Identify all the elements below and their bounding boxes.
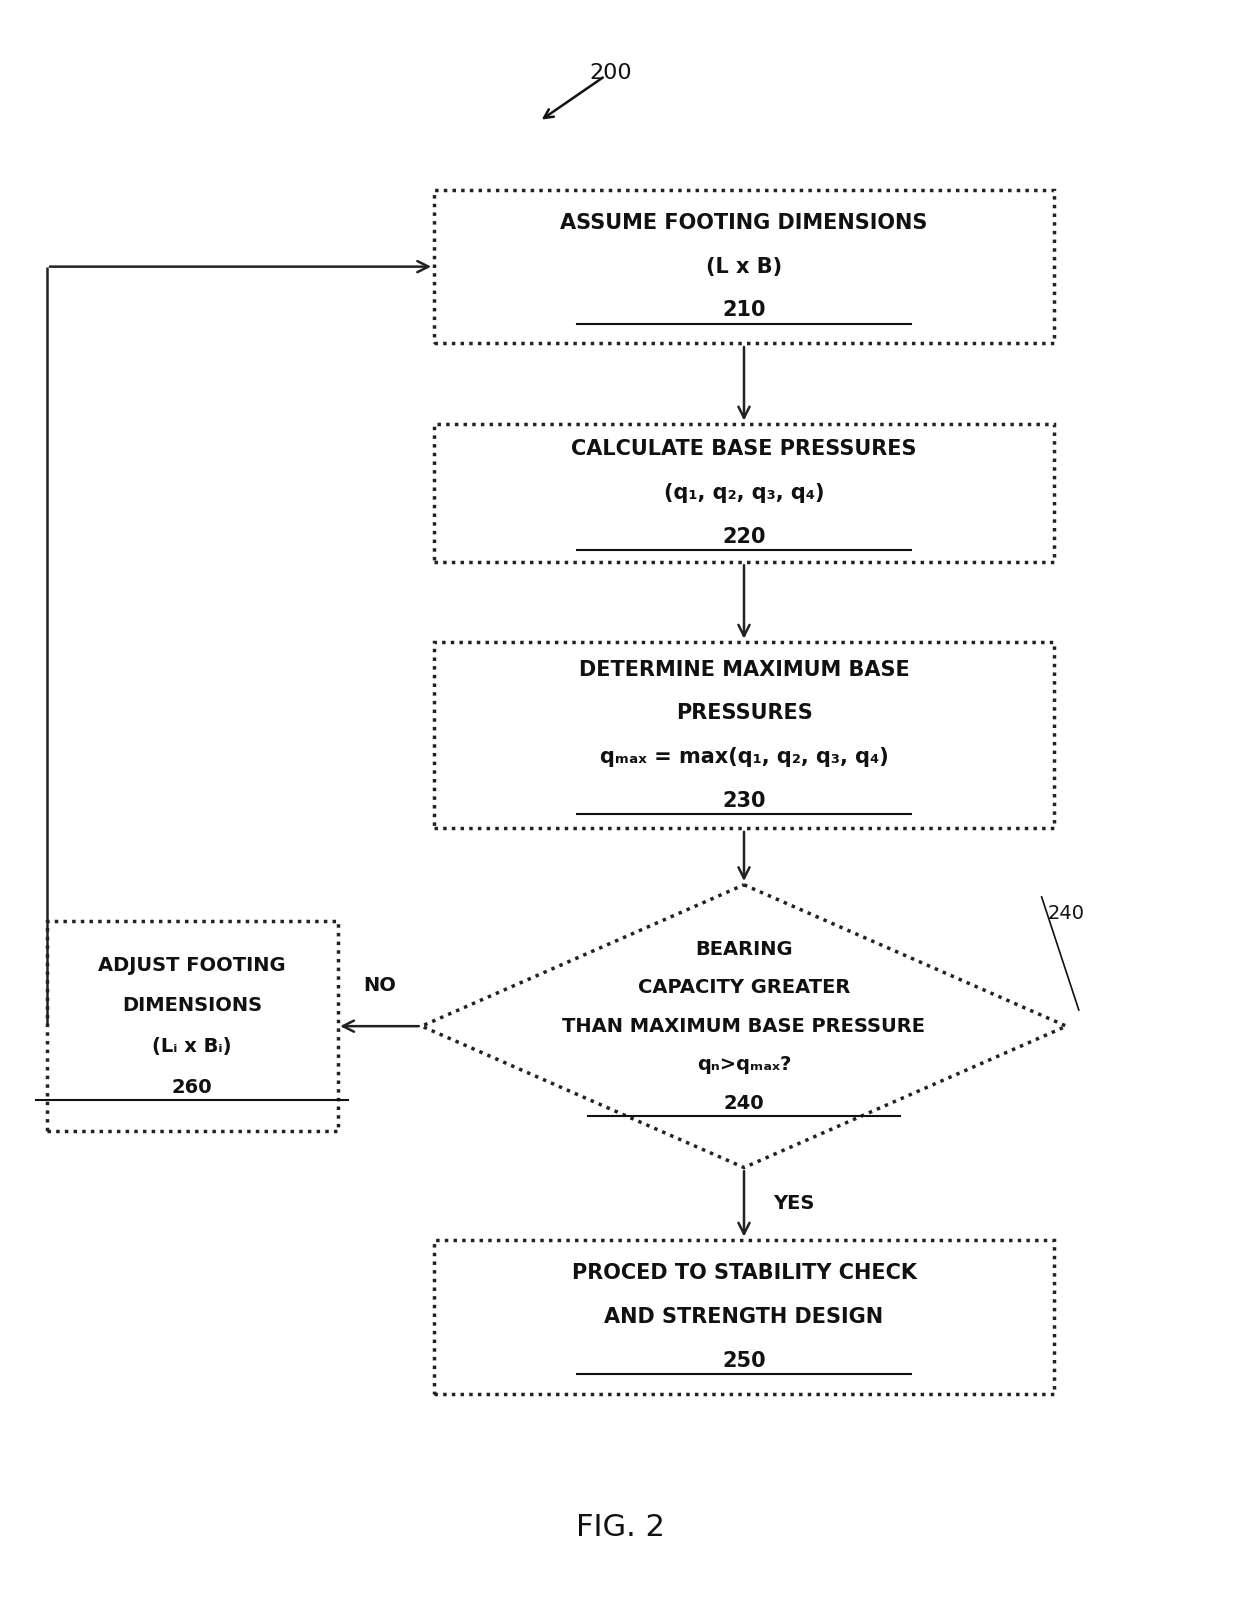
Text: YES: YES xyxy=(773,1194,815,1214)
Text: ASSUME FOOTING DIMENSIONS: ASSUME FOOTING DIMENSIONS xyxy=(560,213,928,233)
Text: 240: 240 xyxy=(1048,903,1085,923)
Text: CAPACITY GREATER: CAPACITY GREATER xyxy=(637,978,851,997)
Text: PROCED TO STABILITY CHECK: PROCED TO STABILITY CHECK xyxy=(572,1264,916,1283)
Text: AND STRENGTH DESIGN: AND STRENGTH DESIGN xyxy=(604,1307,884,1327)
Text: 250: 250 xyxy=(722,1351,766,1370)
Bar xyxy=(434,1241,1054,1393)
Text: 210: 210 xyxy=(722,301,766,320)
Text: 240: 240 xyxy=(724,1094,764,1112)
Text: 220: 220 xyxy=(722,527,766,546)
Text: PRESSURES: PRESSURES xyxy=(676,703,812,724)
Text: DIMENSIONS: DIMENSIONS xyxy=(122,997,263,1015)
Bar xyxy=(434,191,1054,344)
Text: 200: 200 xyxy=(589,63,631,82)
Text: 230: 230 xyxy=(722,790,766,811)
Text: THAN MAXIMUM BASE PRESSURE: THAN MAXIMUM BASE PRESSURE xyxy=(563,1016,925,1036)
Text: qₙ>qₘₐₓ?: qₙ>qₘₐₓ? xyxy=(697,1055,791,1075)
Text: (q₁, q₂, q₃, q₄): (q₁, q₂, q₃, q₄) xyxy=(663,483,825,503)
Bar xyxy=(434,642,1054,827)
Text: 260: 260 xyxy=(172,1078,212,1097)
Text: DETERMINE MAXIMUM BASE: DETERMINE MAXIMUM BASE xyxy=(579,659,909,680)
Polygon shape xyxy=(422,886,1066,1167)
Text: qₘₐₓ = max(q₁, q₂, q₃, q₄): qₘₐₓ = max(q₁, q₂, q₃, q₄) xyxy=(600,747,888,768)
Text: ADJUST FOOTING: ADJUST FOOTING xyxy=(98,955,286,974)
Text: FIG. 2: FIG. 2 xyxy=(575,1513,665,1542)
Text: (Lᵢ x Bᵢ): (Lᵢ x Bᵢ) xyxy=(153,1037,232,1055)
Text: (L x B): (L x B) xyxy=(706,257,782,276)
Bar xyxy=(434,425,1054,561)
Bar xyxy=(47,921,337,1131)
Text: NO: NO xyxy=(363,976,396,995)
Text: BEARING: BEARING xyxy=(696,941,792,958)
Text: CALCULATE BASE PRESSURES: CALCULATE BASE PRESSURES xyxy=(572,440,916,459)
